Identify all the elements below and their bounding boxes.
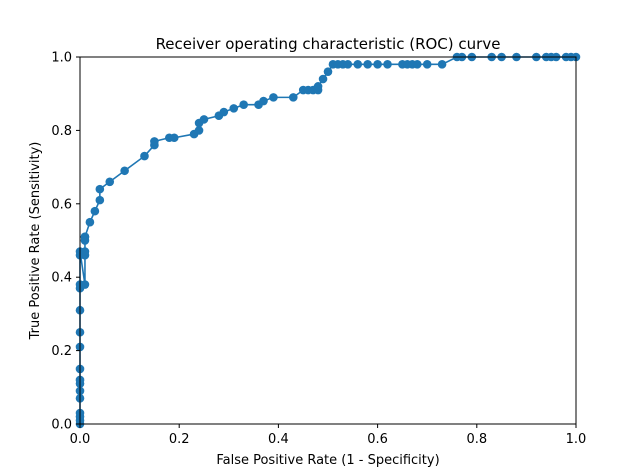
y-tick-label: 0.6 [51,197,72,212]
roc-point [353,60,363,69]
roc-point [90,206,100,216]
roc-point [219,107,229,117]
roc-point [229,104,239,113]
roc-point [80,232,90,242]
roc-point [318,74,328,84]
x-tick-label: 0.6 [367,432,388,447]
roc-point [288,93,298,102]
y-tick-label: 0.2 [51,344,72,359]
roc-point [323,67,333,76]
x-tick-label: 0.4 [268,432,289,447]
roc-point [239,100,248,110]
x-tick-label: 1.0 [566,432,587,447]
roc-point [383,60,392,69]
x-axis-label: False Positive Rate (1 - Specificity) [216,453,439,468]
y-tick-label: 0.8 [51,124,72,139]
x-tick-label: 0.0 [70,432,91,447]
roc-point [199,115,209,124]
roc-point [85,217,95,227]
roc-point [169,133,179,143]
roc-point [140,151,149,161]
roc-point [95,184,105,194]
roc-point [412,60,422,69]
y-axis: 0.0 0.2 0.4 0.6 0.8 1.0 [51,51,80,433]
x-tick-label: 0.8 [466,432,487,447]
roc-point [95,195,105,205]
roc-point [80,247,90,256]
roc-point [437,60,447,69]
roc-point [313,82,323,91]
y-tick-label: 0.4 [51,271,72,286]
roc-point [363,60,372,69]
plot-frame [79,56,577,425]
roc-point [259,96,268,106]
y-tick-label: 1.0 [51,51,72,66]
roc-point [373,60,382,69]
y-axis-label: True Positive Rate (Sensitivity) [28,142,43,341]
x-axis: 0.0 0.2 0.4 0.6 0.8 1.0 [70,424,587,447]
roc-point [343,60,353,69]
x-tick-label: 0.2 [169,432,190,447]
y-tick-label: 0.0 [51,418,72,433]
roc-point [105,177,115,187]
roc-point [194,126,204,135]
roc-point [269,93,278,102]
roc-point [422,60,432,69]
chart-title: Receiver operating characteristic (ROC) … [156,35,501,53]
roc-point [120,166,129,176]
roc-point [150,137,159,146]
roc-point [80,280,90,289]
